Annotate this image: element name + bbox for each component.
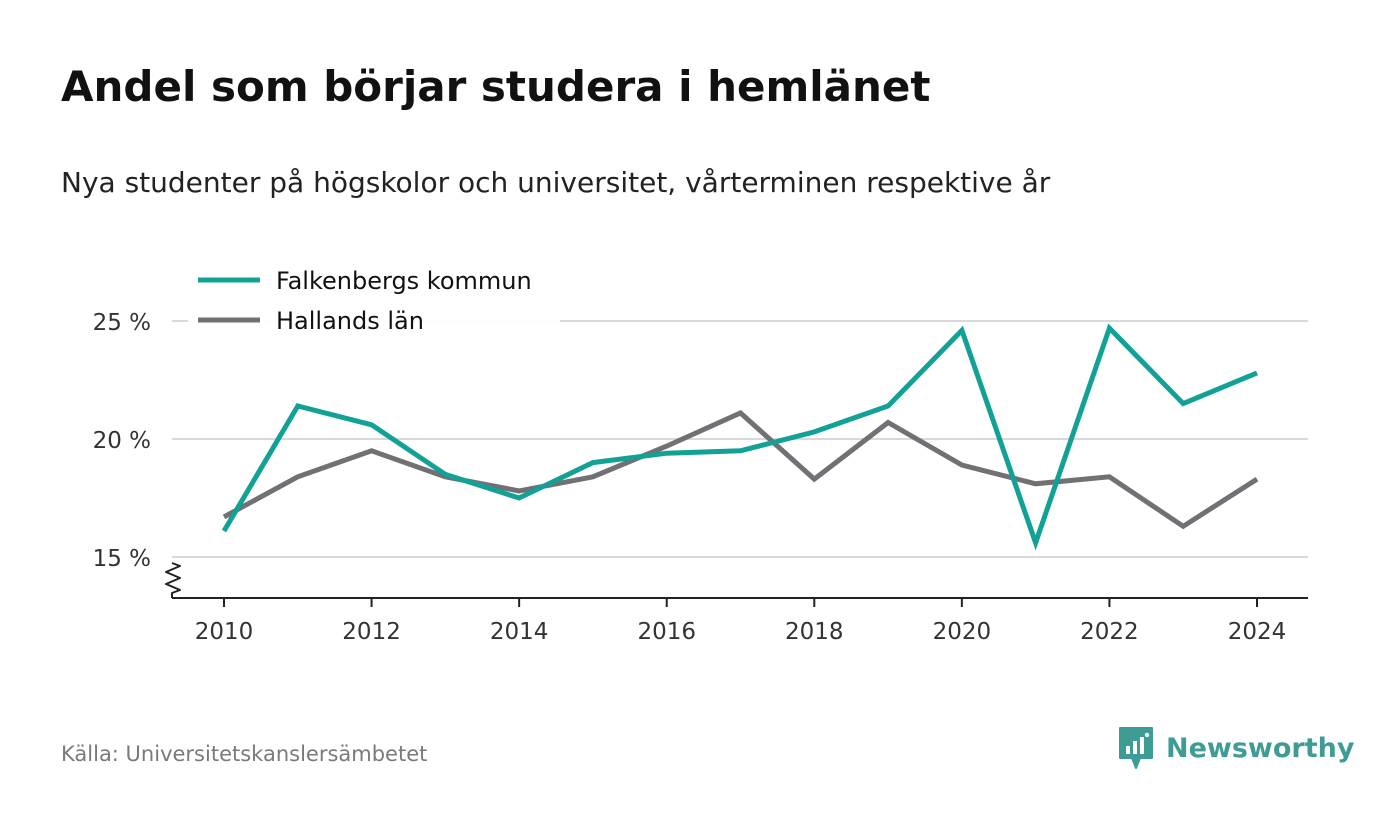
source-note: Källa: Universitetskanslersämbetet xyxy=(61,742,428,766)
x-tick-label: 2014 xyxy=(490,619,549,645)
x-tick-label: 2022 xyxy=(1080,619,1139,645)
x-tick-label: 2024 xyxy=(1228,619,1287,645)
series-line-2 xyxy=(222,410,1259,530)
x-tick-label: 2016 xyxy=(637,619,696,645)
axis-layer: 15 % 20 % 25 % 2010 2012 2014 2016 2018 2020 2022… xyxy=(93,310,1308,645)
y-tick-label: 25 % xyxy=(93,310,151,336)
x-tick-label: 2020 xyxy=(933,619,992,645)
legend-label: Falkenbergs kommun xyxy=(276,267,532,295)
y-tick-label: 15 % xyxy=(93,546,151,572)
newsworthy-logo-icon xyxy=(1119,727,1153,769)
brand-logo[interactable]: Newsworthy xyxy=(1118,726,1354,770)
axis-break-mark xyxy=(165,562,181,598)
y-tick-label: 20 % xyxy=(93,428,151,454)
x-tick-label: 2012 xyxy=(342,619,401,645)
x-tick-label: 2010 xyxy=(195,619,254,645)
legend: Falkenbergs kommun Hallands län xyxy=(188,262,560,342)
chart-title: Andel som börjar studera i hemlänet xyxy=(61,62,931,111)
series-layer xyxy=(221,323,1259,551)
chart-subtitle: Nya studenter på högskolor och universit… xyxy=(61,166,1051,199)
brand-name: Newsworthy xyxy=(1166,732,1355,764)
line-chart: 15 % 20 % 25 % 2010 2012 2014 2016 2018 2020 2022… xyxy=(92,262,1308,645)
series-line-1 xyxy=(221,323,1258,551)
legend-background xyxy=(188,262,560,342)
legend-label: Hallands län xyxy=(276,307,424,335)
x-tick-label: 2018 xyxy=(785,619,844,645)
